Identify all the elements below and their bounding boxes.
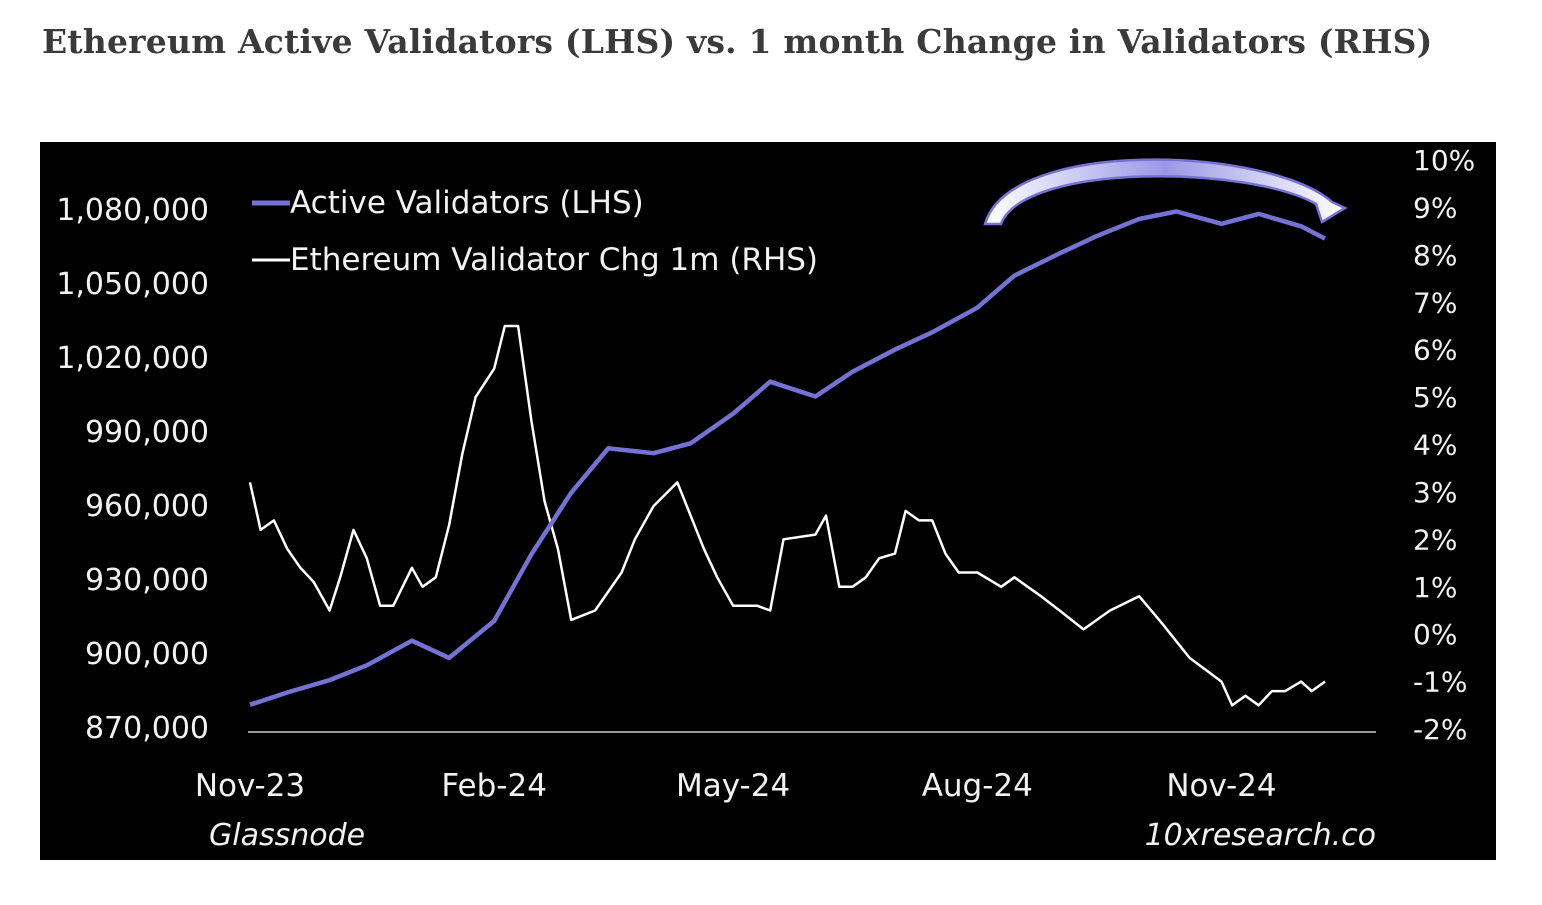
y-right-tick-label: 0%	[1413, 618, 1457, 651]
y-right-ticks: -2% -1% 0% 1% 2% 3% 4% 5% 6% 7% 8% 9% 10%	[1413, 144, 1475, 746]
y-right-tick-label: 9%	[1413, 191, 1457, 224]
y-left-tick-label: 1,080,000	[56, 193, 209, 228]
x-tick-label: Aug-24	[922, 768, 1033, 804]
y-right-tick-label: 2%	[1413, 523, 1457, 556]
x-ticks: Nov-23 Feb-24 May-24 Aug-24 Nov-24	[195, 768, 1277, 804]
y-left-ticks: 870,000 900,000 930,000 960,000 990,000 1,020…	[56, 193, 209, 746]
chart-svg: 870,000 900,000 930,000 960,000 990,000 1,020…	[56, 144, 1475, 853]
y-right-tick-label: 3%	[1413, 476, 1457, 509]
x-tick-label: Feb-24	[441, 768, 547, 804]
y-right-tick-label: 5%	[1413, 381, 1457, 414]
y-left-tick-label: 1,050,000	[56, 267, 209, 302]
y-right-tick-label: 7%	[1413, 286, 1457, 319]
y-left-tick-label: 930,000	[85, 563, 209, 598]
x-tick-label: Nov-23	[195, 768, 305, 804]
y-right-tick-label: -2%	[1413, 713, 1468, 746]
y-right-tick-label: 8%	[1413, 239, 1457, 272]
x-tick-label: Nov-24	[1166, 768, 1276, 804]
legend: Active Validators (LHS) Ethereum Validat…	[252, 185, 818, 278]
source-right: 10xresearch.co	[1145, 818, 1376, 853]
legend-label-active: Active Validators (LHS)	[290, 185, 644, 221]
y-right-tick-label: 1%	[1413, 571, 1457, 604]
y-left-tick-label: 990,000	[85, 415, 209, 450]
page-title: Ethereum Active Validators (LHS) vs. 1 m…	[42, 22, 1433, 61]
x-tick-label: May-24	[676, 768, 790, 804]
legend-label-chg: Ethereum Validator Chg 1m (RHS)	[290, 242, 818, 278]
y-left-tick-label: 900,000	[85, 637, 209, 672]
y-left-tick-label: 870,000	[85, 711, 209, 746]
chart-panel: 870,000 900,000 930,000 960,000 990,000 1,020…	[40, 142, 1496, 860]
y-right-tick-label: 4%	[1413, 429, 1457, 462]
y-right-tick-label: 6%	[1413, 334, 1457, 367]
y-left-tick-label: 1,020,000	[56, 341, 209, 376]
series-line-validator-chg	[248, 324, 1326, 707]
source-left: Glassnode	[209, 818, 365, 853]
y-left-tick-label: 960,000	[85, 489, 209, 524]
series-line-active-validators	[249, 209, 1327, 707]
y-right-tick-label: -1%	[1413, 666, 1468, 699]
curved-arrow-annotation	[983, 158, 1348, 226]
y-right-tick-label: 10%	[1413, 144, 1475, 177]
